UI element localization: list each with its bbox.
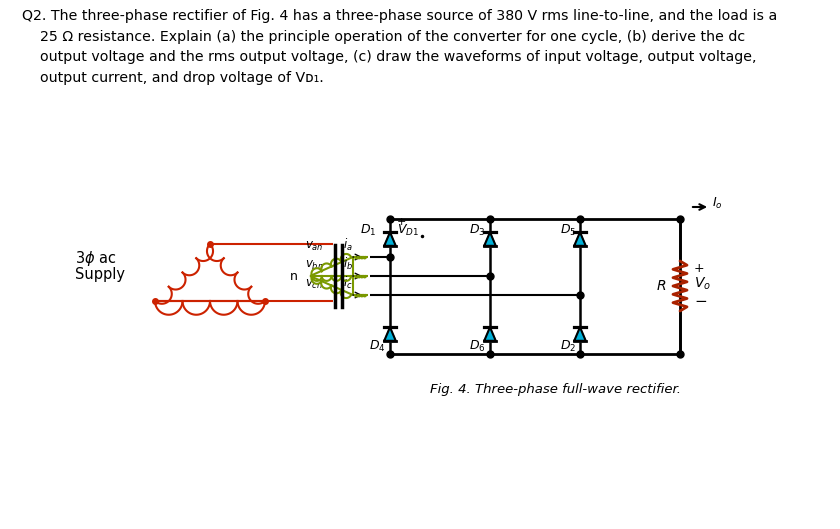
Text: Supply: Supply	[75, 267, 125, 281]
Text: $V_{D1}$: $V_{D1}$	[397, 223, 419, 238]
Text: $i_a$: $i_a$	[343, 237, 353, 253]
Polygon shape	[384, 232, 396, 246]
Polygon shape	[484, 327, 496, 341]
Text: $D_5$: $D_5$	[559, 223, 576, 238]
Text: $v_{bn}$: $v_{bn}$	[305, 259, 324, 272]
Text: $3\phi$ ac: $3\phi$ ac	[75, 250, 117, 269]
Polygon shape	[384, 327, 396, 341]
Text: n: n	[290, 269, 298, 282]
Text: $v_{an}$: $v_{an}$	[305, 240, 323, 253]
Polygon shape	[484, 232, 496, 246]
Text: $i_b$: $i_b$	[343, 256, 353, 272]
Text: $I_o$: $I_o$	[712, 195, 722, 211]
Text: $i_c$: $i_c$	[343, 275, 353, 291]
Polygon shape	[575, 232, 585, 246]
Text: Q2. The three-phase rectifier of Fig. 4 has a three-phase source of 380 V rms li: Q2. The three-phase rectifier of Fig. 4 …	[22, 9, 777, 85]
Text: +: +	[397, 217, 407, 227]
Text: +: +	[694, 261, 705, 275]
Text: $D_1$: $D_1$	[360, 223, 376, 238]
Text: $D_2$: $D_2$	[559, 339, 576, 353]
Polygon shape	[575, 327, 585, 341]
Text: −: −	[694, 295, 706, 309]
Text: $D_6$: $D_6$	[470, 339, 486, 353]
Text: Fig. 4. Three-phase full-wave rectifier.: Fig. 4. Three-phase full-wave rectifier.	[430, 382, 681, 396]
Text: $v_{cn}$: $v_{cn}$	[305, 278, 323, 291]
Text: $D_3$: $D_3$	[470, 223, 486, 238]
Text: $D_4$: $D_4$	[370, 339, 386, 353]
Text: $R$: $R$	[656, 279, 666, 293]
Text: $V_o$: $V_o$	[694, 276, 711, 292]
